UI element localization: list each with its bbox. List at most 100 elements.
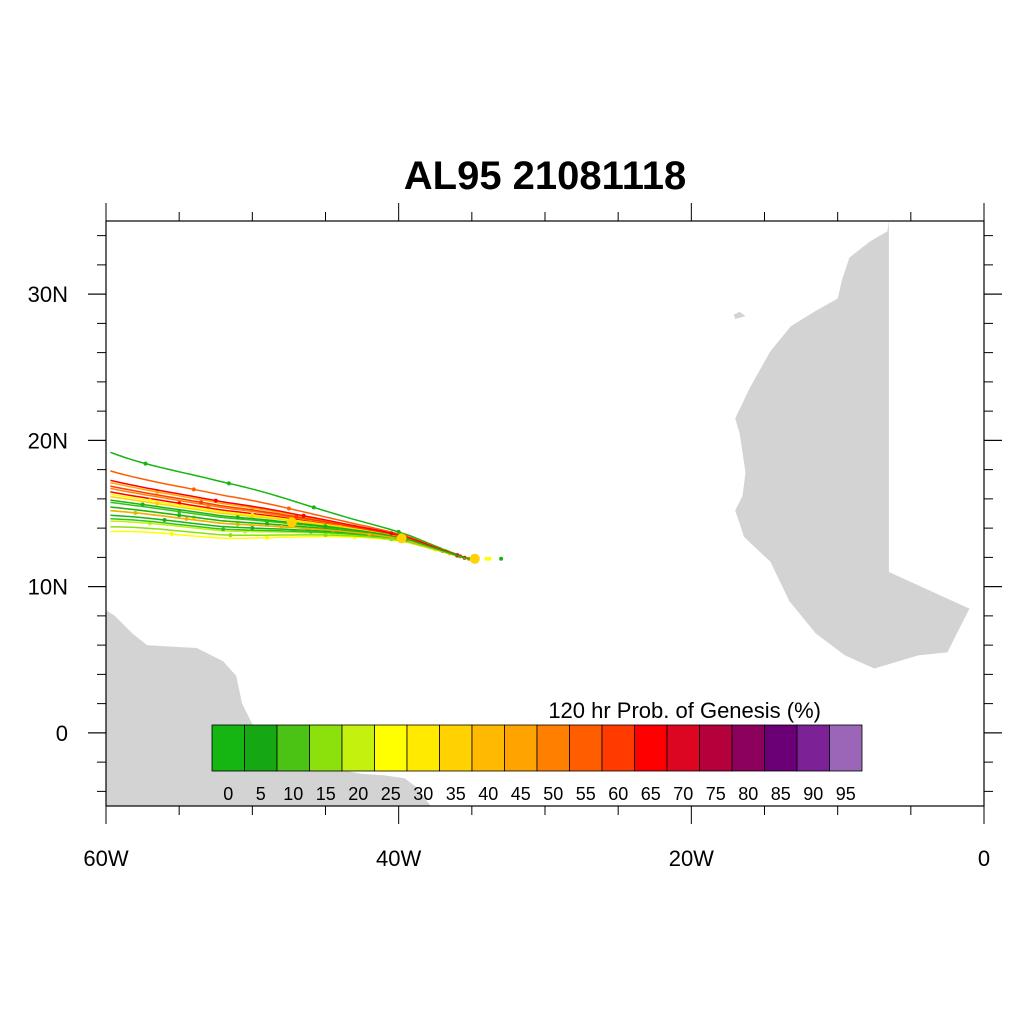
colorbar-swatch [439, 724, 473, 772]
colorbar-swatch [569, 724, 603, 772]
track-point [323, 533, 328, 537]
colorbar-label: 35 [446, 784, 466, 804]
colorbar-swatch [406, 724, 440, 772]
track-layer [110, 451, 504, 564]
colorbar-swatch [666, 724, 700, 772]
track-point [301, 513, 306, 518]
colorbar-label: 65 [641, 784, 661, 804]
colorbar-label: 25 [381, 784, 401, 804]
track-point [235, 515, 240, 520]
colorbar-label: 45 [511, 784, 531, 804]
colorbar-swatch [536, 724, 570, 772]
colorbar-swatch [829, 724, 863, 772]
track-point [140, 502, 145, 507]
colorbar-label: 85 [771, 784, 791, 804]
land-africa [720, 221, 970, 669]
colorbar-swatch [374, 724, 408, 772]
lat-tick-label: 0 [56, 721, 68, 746]
colorbar-label: 5 [256, 784, 266, 804]
track-point [162, 518, 167, 522]
colorbar-label: 20 [348, 784, 368, 804]
track-highlight-point [396, 533, 407, 544]
track-point [279, 524, 284, 529]
track-point [265, 522, 269, 526]
lat-tick-label: 30N [28, 282, 68, 307]
track-point [286, 506, 291, 511]
track-point [311, 505, 316, 510]
colorbar-swatch [211, 724, 245, 772]
land-canary [733, 311, 746, 319]
axis-ticks: 30N 20N 10N 0 60W 40W 20W 0 [28, 203, 1002, 871]
colorbar-label: 0 [223, 784, 233, 804]
track-point [294, 514, 299, 519]
colorbar-label: 15 [316, 784, 336, 804]
colorbar-label: 80 [738, 784, 758, 804]
lon-tick-label: 60W [83, 846, 128, 871]
track-point [265, 535, 269, 540]
colorbar-label: 50 [543, 784, 563, 804]
track-line [110, 509, 477, 560]
colorbar-label: 95 [836, 784, 856, 804]
colorbar-label: 60 [608, 784, 628, 804]
colorbar-label: 40 [478, 784, 498, 804]
track-point [499, 556, 504, 561]
track-point [199, 500, 204, 505]
track-point [177, 513, 182, 518]
lon-tick-label: 0 [978, 846, 990, 871]
colorbar-label: 10 [283, 784, 303, 804]
colorbar-swatch [341, 724, 375, 772]
track-point [147, 521, 152, 526]
lat-tick-label: 10N [28, 575, 68, 600]
colorbar-swatch [601, 724, 635, 772]
colorbar-swatch [244, 724, 278, 772]
colorbar-swatch [796, 724, 830, 772]
colorbar-title: 120 hr Prob. of Genesis (%) [548, 698, 821, 723]
lon-tick-label: 20W [669, 846, 714, 871]
colorbar-label: 90 [803, 784, 823, 804]
track-point [396, 529, 401, 534]
forecast-track [110, 526, 477, 560]
track-point [147, 498, 152, 503]
track-point [191, 487, 196, 492]
lat-tick-label: 20N [28, 428, 68, 453]
track-point [228, 533, 233, 538]
track-point [155, 501, 160, 506]
colorbar-swatch [764, 724, 798, 772]
colorbar-swatch [471, 724, 505, 772]
track-point [389, 531, 394, 536]
colorbar-label: 75 [706, 784, 726, 804]
land-layer [106, 221, 970, 806]
track-point [323, 524, 328, 529]
land-south-america [106, 610, 431, 806]
colorbar: 0 5 10 15 20 25 30 35 40 45 50 55 60 65 70 75 80 85 90 95 12… [211, 698, 863, 804]
colorbar-label: 30 [413, 784, 433, 804]
track-line [110, 451, 477, 560]
track-highlight-point [286, 517, 297, 528]
map-title: AL95 21081118 [404, 154, 686, 198]
track-line [110, 479, 477, 560]
colorbar-swatch [699, 724, 733, 772]
track-highlight-point [469, 553, 480, 564]
track-point [250, 514, 255, 519]
track-point [169, 532, 174, 536]
track-point [213, 498, 218, 503]
track-point [226, 481, 231, 486]
track-point [143, 461, 148, 466]
lon-tick-label: 40W [376, 846, 421, 871]
track-line [110, 526, 477, 560]
track-point [389, 537, 394, 542]
track-point [221, 527, 226, 532]
track-point [308, 529, 313, 534]
colorbar-swatch [309, 724, 343, 772]
colorbar-swatch [276, 724, 310, 772]
track-point [487, 556, 492, 561]
colorbar-label: 70 [673, 784, 693, 804]
colorbar-swatch [731, 724, 765, 772]
track-point [184, 516, 189, 521]
colorbar-swatch [634, 724, 668, 772]
track-point [484, 556, 489, 561]
colorbar-swatch [504, 724, 538, 772]
track-point [250, 526, 255, 530]
colorbar-label: 55 [576, 784, 596, 804]
